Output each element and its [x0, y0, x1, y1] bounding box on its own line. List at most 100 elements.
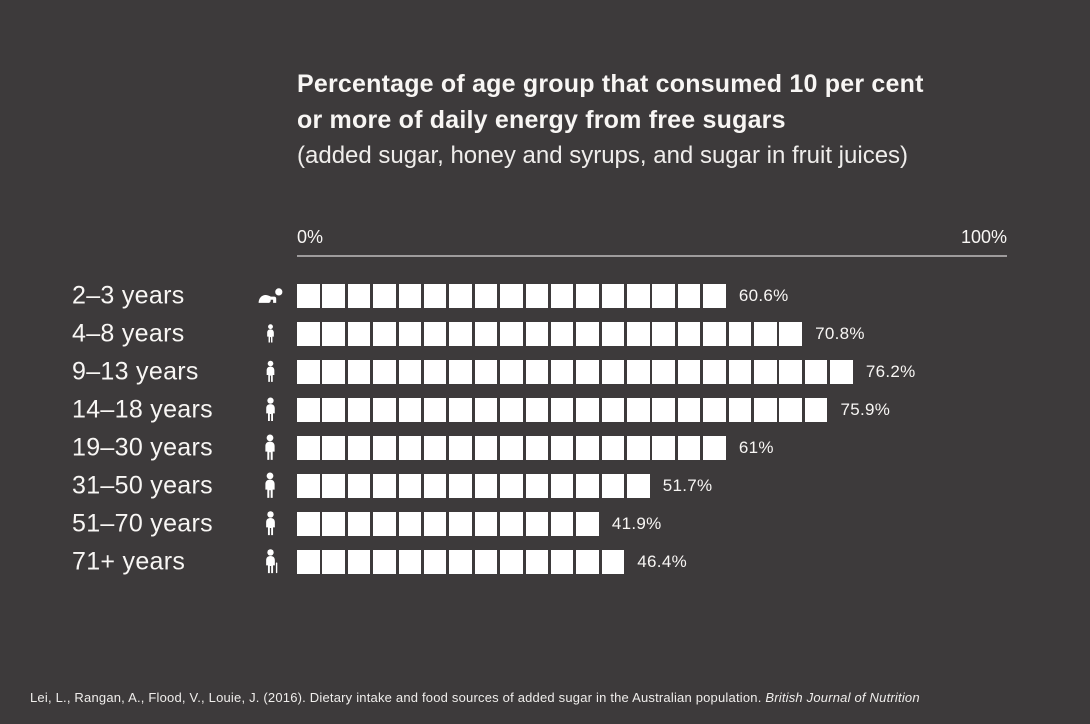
waffle-square	[347, 398, 371, 422]
waffle-square	[322, 550, 345, 574]
waffle-square	[601, 360, 625, 384]
chart-subtitle: (added sugar, honey and syrups, and suga…	[297, 142, 909, 169]
waffle-square	[550, 284, 574, 308]
waffle-square	[703, 322, 726, 346]
waffle-square	[703, 436, 726, 460]
waffle-square	[703, 360, 726, 384]
waffle-square	[474, 474, 498, 498]
waffle-square	[449, 284, 472, 308]
waffle-square	[576, 550, 599, 574]
waffle-square	[347, 436, 371, 460]
waffle-square	[627, 436, 650, 460]
waffle-squares	[297, 322, 802, 346]
waffle-square	[474, 322, 498, 346]
waffle-square	[423, 474, 447, 498]
waffle-square	[474, 398, 498, 422]
adult-icon	[252, 472, 288, 500]
waffle-square	[423, 284, 447, 308]
waffle-square	[652, 322, 675, 346]
waffle-square	[297, 360, 320, 384]
x-axis-labels: 0% 100%	[297, 227, 1007, 248]
age-group-label: 19–30 years	[72, 433, 213, 462]
waffle-square	[297, 436, 320, 460]
waffle-square	[525, 550, 549, 574]
waffle-square	[500, 474, 523, 498]
waffle-square	[423, 360, 447, 384]
waffle-square	[449, 436, 472, 460]
waffle-square	[779, 322, 802, 346]
adult-icon	[252, 511, 288, 537]
waffle-square	[373, 512, 396, 536]
waffle-square	[398, 360, 422, 384]
waffle-square	[347, 322, 371, 346]
waffle-square	[728, 360, 752, 384]
chart-row: 2–3 years 60.6%	[0, 277, 1090, 315]
value-label: 60.6%	[738, 286, 789, 305]
waffle-square	[449, 398, 472, 422]
waffle-square	[373, 550, 396, 574]
waffle-squares	[297, 360, 853, 384]
waffle-square	[550, 360, 574, 384]
waffle-square	[500, 436, 523, 460]
waffle-square	[779, 398, 802, 422]
age-group-label: 9–13 years	[72, 357, 199, 386]
waffle-square	[627, 398, 650, 422]
waffle-square	[652, 360, 675, 384]
waffle-square	[347, 512, 371, 536]
value-label: 76.2%	[865, 362, 916, 381]
waffle-square	[297, 474, 320, 498]
waffle-square	[474, 360, 498, 384]
age-group-label: 4–8 years	[72, 319, 185, 348]
age-group-label: 51–70 years	[72, 509, 213, 538]
axis-max-label: 100%	[960, 227, 1007, 247]
waffle-square	[398, 284, 422, 308]
waffle-square	[525, 398, 549, 422]
waffle-square	[652, 436, 675, 460]
waffle-square	[601, 398, 625, 422]
chart-title-block: Percentage of age group that consumed 10…	[297, 66, 924, 174]
waffle-square	[423, 436, 447, 460]
waffle-square	[500, 360, 523, 384]
waffle-square	[576, 284, 599, 308]
waffle-square	[576, 398, 599, 422]
waffle-square	[297, 512, 320, 536]
waffle-square	[398, 322, 422, 346]
waffle-square	[550, 322, 574, 346]
waffle-square	[830, 360, 853, 384]
waffle-square	[373, 436, 396, 460]
waffle-square	[322, 284, 345, 308]
waffle-square	[627, 474, 650, 498]
chart-row: 19–30 years 61%	[0, 429, 1090, 467]
waffle-square	[677, 436, 701, 460]
waffle-square	[322, 322, 345, 346]
waffle-square	[347, 284, 371, 308]
young-child-icon	[252, 324, 288, 344]
waffle-square	[550, 512, 574, 536]
waffle-square	[423, 512, 447, 536]
value-label: 51.7%	[662, 476, 713, 495]
waffle-square	[550, 436, 574, 460]
waffle-square	[449, 474, 472, 498]
waffle-square	[677, 284, 701, 308]
chart-title-line2: or more of daily energy from free sugars	[297, 106, 786, 134]
waffle-square	[677, 398, 701, 422]
teen-icon	[252, 397, 288, 423]
citation: Lei, L., Rangan, A., Flood, V., Louie, J…	[30, 690, 920, 705]
waffle-square	[525, 284, 549, 308]
waffle-square	[322, 474, 345, 498]
waffle-square	[754, 360, 777, 384]
waffle-square	[398, 550, 422, 574]
waffle-square	[500, 322, 523, 346]
waffle-square	[576, 512, 599, 536]
adult-icon	[252, 434, 288, 462]
waffle-square	[576, 360, 599, 384]
waffle-square	[322, 360, 345, 384]
citation-journal: British Journal of Nutrition	[765, 690, 920, 705]
waffle-square	[297, 550, 320, 574]
waffle-square	[754, 322, 777, 346]
age-group-label: 14–18 years	[72, 395, 213, 424]
waffle-square	[297, 284, 320, 308]
baby-crawling-icon	[252, 288, 288, 304]
waffle-square	[550, 398, 574, 422]
